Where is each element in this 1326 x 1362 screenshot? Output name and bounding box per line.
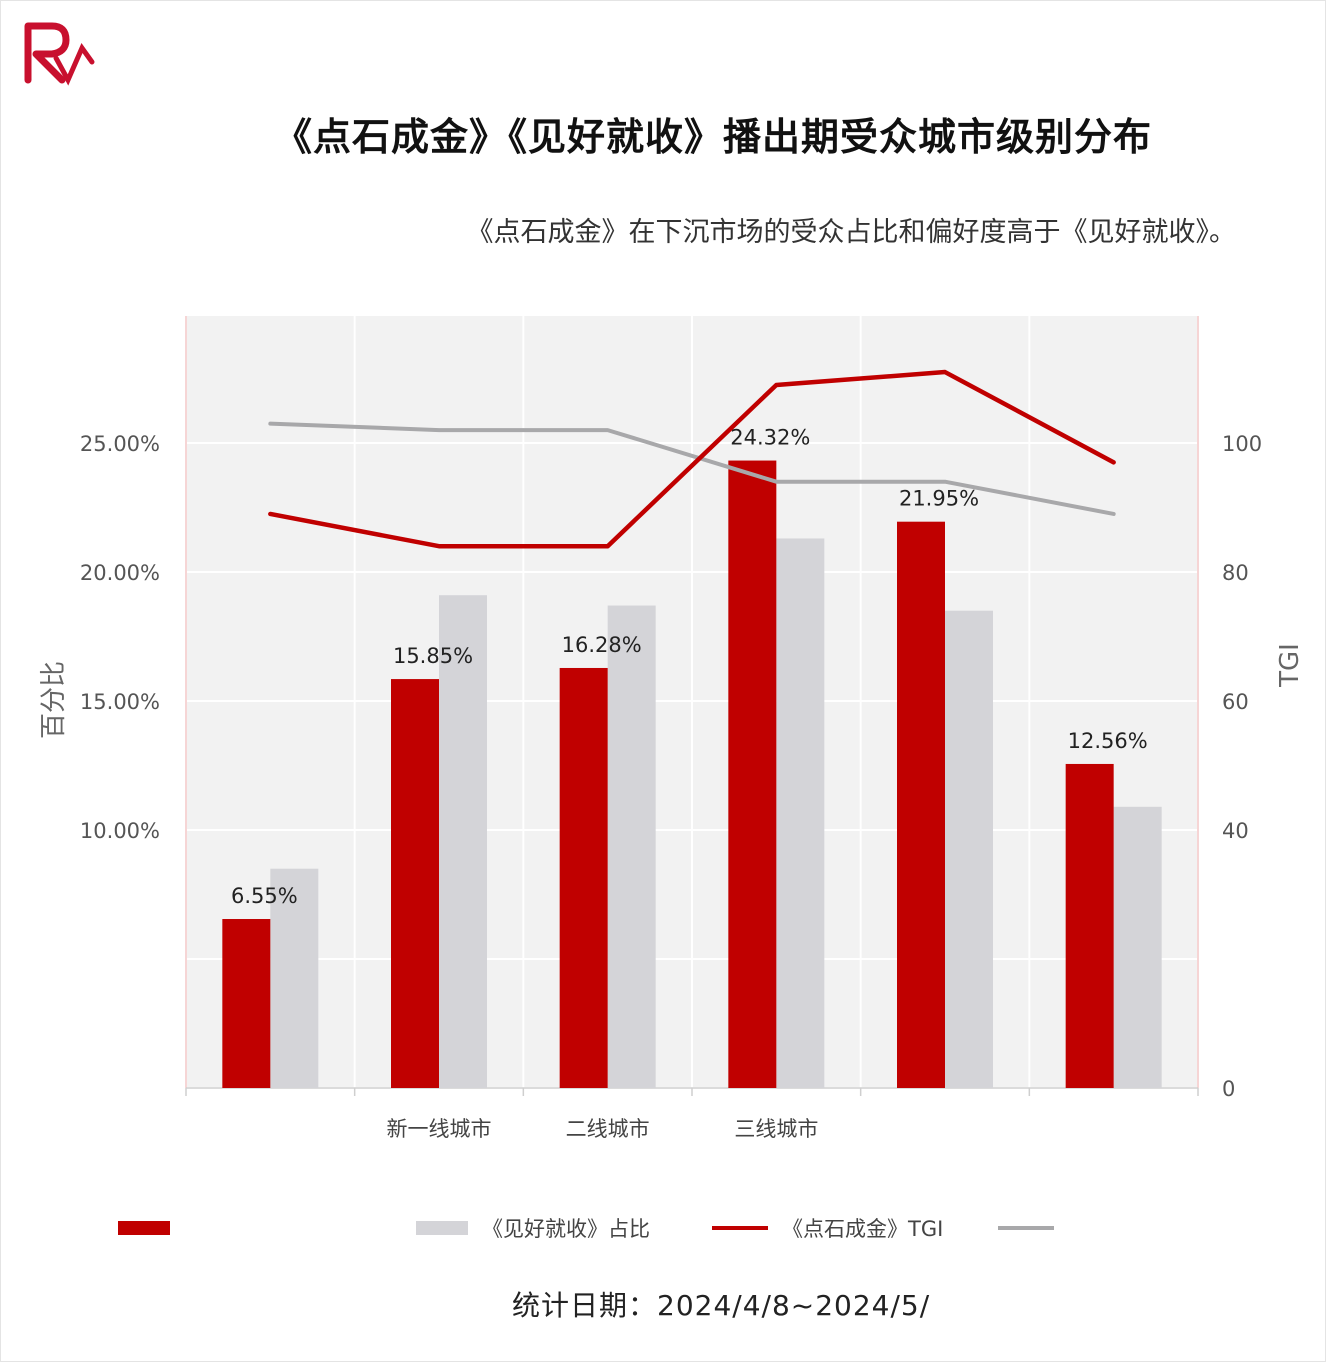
stat-date: 统计日期：2024/4/8~2024/5/ bbox=[512, 1289, 931, 1322]
legend-item-red-bar bbox=[118, 1206, 184, 1250]
legend-swatch-gray-line bbox=[998, 1226, 1054, 1230]
legend-label: 《见好就收》占比 bbox=[482, 1217, 650, 1241]
red-bar bbox=[897, 521, 945, 1088]
category-label: 新一线城市 bbox=[387, 1117, 492, 1141]
y-tick-label: 10.00% bbox=[80, 819, 160, 843]
gray-bar bbox=[945, 610, 993, 1088]
legend-label: 《点石成金》TGI bbox=[782, 1217, 944, 1241]
y2-axis-title: TGI bbox=[1275, 643, 1305, 688]
bar-data-label: 6.55% bbox=[231, 884, 298, 908]
chart-subtitle: 《点石成金》在下沉市场的受众占比和偏好度高于《见好就收》。 bbox=[466, 217, 1237, 248]
legend-swatch-red-line bbox=[712, 1226, 768, 1230]
bar-data-label: 21.95% bbox=[899, 487, 979, 511]
y2-tick-label: 80 bbox=[1222, 561, 1249, 585]
y2-tick-label: 100 bbox=[1222, 432, 1262, 456]
y-axis-title: 百分比 bbox=[39, 661, 69, 739]
combo-chart: 10.00% 15.00% 20.00% 25.00% 0 40 60 80 100 百分比 TGI… bbox=[39, 316, 1305, 1141]
category-label: 三线城市 bbox=[734, 1117, 818, 1141]
gray-bar bbox=[607, 605, 656, 1088]
bar-data-label: 24.32% bbox=[730, 426, 810, 450]
legend-item-gray-bar: 《见好就收》占比 bbox=[416, 1206, 650, 1250]
legend-item-red-line: 《点石成金》TGI bbox=[712, 1206, 943, 1250]
y-tick-label: 15.00% bbox=[80, 690, 160, 714]
red-bar bbox=[222, 919, 271, 1088]
legend-swatch-gray-bar bbox=[416, 1221, 468, 1235]
red-bar bbox=[1065, 763, 1114, 1088]
red-tgi-line bbox=[268, 369, 1116, 549]
red-bar bbox=[728, 460, 777, 1088]
gray-bar bbox=[776, 538, 825, 1088]
bar-data-label: 16.28% bbox=[562, 633, 642, 657]
y-tick-label: 20.00% bbox=[80, 561, 160, 585]
legend-swatch-red-bar bbox=[118, 1221, 170, 1235]
bar-data-label: 12.56% bbox=[1068, 729, 1148, 753]
legend: 《见好就收》占比 《点石成金》TGI bbox=[0, 1206, 1326, 1250]
red-bar bbox=[391, 679, 439, 1088]
y2-tick-label: 60 bbox=[1222, 690, 1249, 714]
y2-tick-label: 40 bbox=[1222, 819, 1249, 843]
gray-bar bbox=[270, 868, 319, 1088]
bar-data-label: 15.85% bbox=[393, 644, 473, 668]
y2-tick-label: 0 bbox=[1222, 1077, 1235, 1101]
legend-item-gray-line bbox=[998, 1206, 1068, 1250]
red-bar bbox=[559, 667, 608, 1088]
gray-bar bbox=[439, 595, 487, 1088]
y-tick-label: 25.00% bbox=[80, 432, 160, 456]
category-label: 二线城市 bbox=[566, 1117, 650, 1141]
chart-title: 《点石成金》《见好就收》播出期受众城市级别分布 bbox=[273, 115, 1152, 159]
gray-tgi-line bbox=[268, 421, 1116, 516]
brand-logo bbox=[24, 22, 95, 86]
gray-bar bbox=[1113, 806, 1162, 1088]
